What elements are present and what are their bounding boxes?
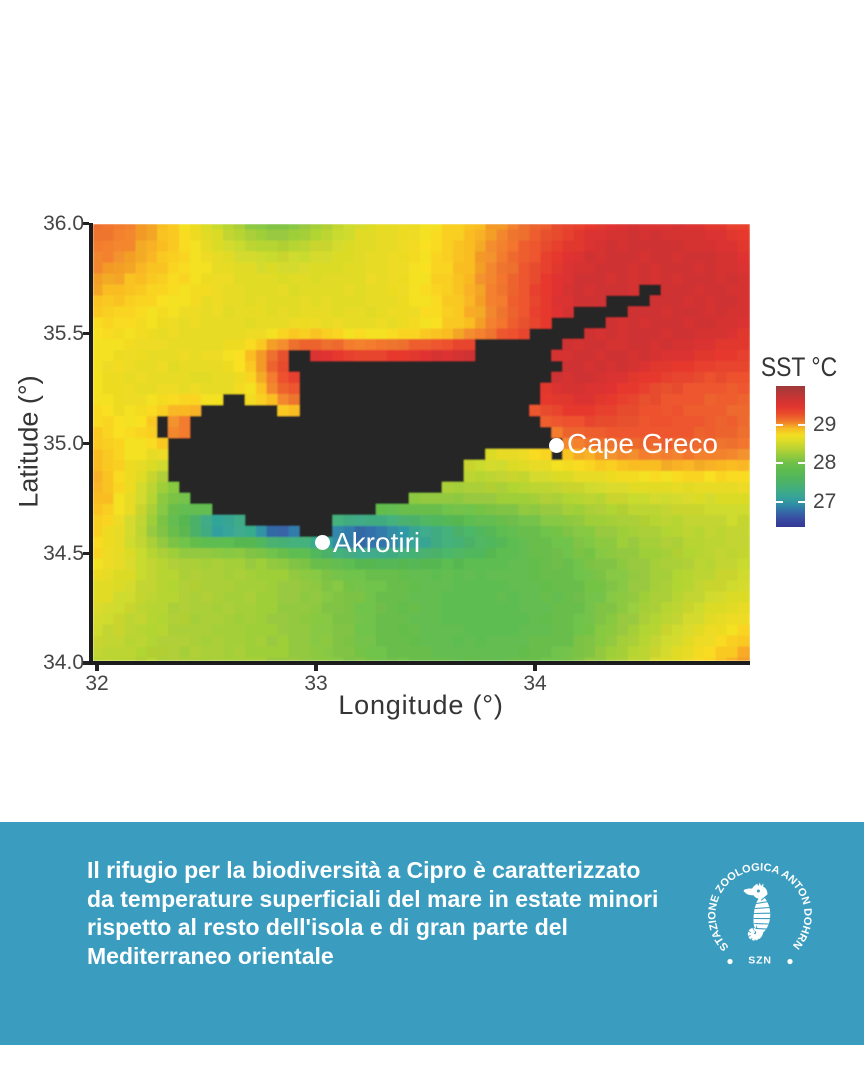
svg-text:SZN: SZN	[748, 955, 771, 967]
